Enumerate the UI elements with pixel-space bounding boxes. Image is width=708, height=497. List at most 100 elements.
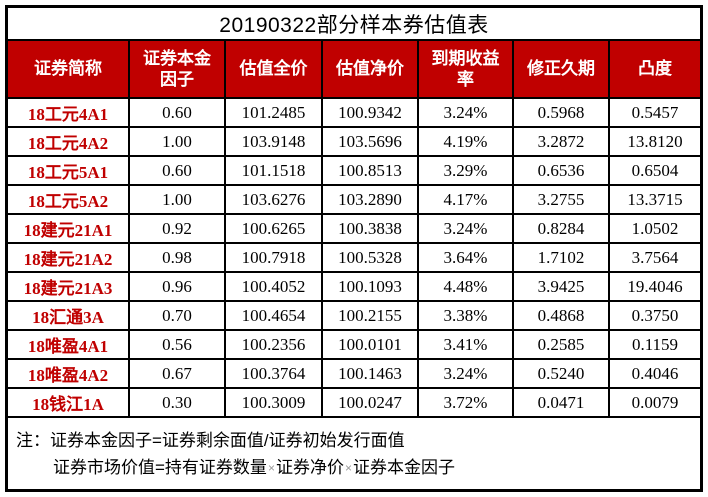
cell-convexity: 0.0079 [631,392,679,412]
cell-duration: 0.0471 [514,389,610,416]
cell-full-price: 100.4052 [226,273,323,300]
footnote-line-1: 注：证券本金因子=证券剩余面值/证券初始发行面值 [16,427,692,454]
cell-full-price: 100.7918 [226,244,323,271]
cell-principal-factor: 0.92 [130,215,226,242]
cell-duration: 0.6536 [514,157,610,184]
table-row: 18建元21A1 0.92 100.6265 100.3838 3.24% 0.… [8,215,700,244]
column-header-full-price: 估值全价 [226,41,323,97]
cell-net-price: 100.3838 [323,215,419,242]
cell-ytm: 3.29% [419,157,514,184]
valuation-table: 20190322部分样本券估值表 证券简称 证券本金因子 估值全价 估值净价 到… [5,5,703,492]
multiply-sign: × [267,461,275,476]
cell-principal-factor: 0.60 [130,157,226,184]
table-row: 18建元21A3 0.96 100.4052 100.1093 4.48% 3.… [8,273,700,302]
table-row: 18钱江1A 0.30 100.3009 100.0247 3.72% 0.04… [8,389,700,418]
cell-full-price: 100.4654 [226,302,323,329]
column-header-net-price: 估值净价 [323,41,419,97]
footnote-formula-2a: 证券市场价值=持有证券数量 [53,458,267,478]
cell-ytm: 3.64% [419,244,514,271]
cell-principal-factor: 0.56 [130,331,226,358]
table-row: 18工元4A2 1.00 103.9148 103.5696 4.19% 3.2… [8,128,700,157]
cell-principal-factor: 0.70 [130,302,226,329]
cell-ytm: 3.38% [419,302,514,329]
cell-ytm: 4.19% [419,128,514,155]
cell-duration: 3.9425 [514,273,610,300]
footnote-formula-2b: 证券净价 [275,458,344,478]
cell-convexity: 3.7564 [631,247,679,267]
table-body: 18工元4A1 0.60 101.2485 100.9342 3.24% 0.5… [8,99,700,418]
multiply-sign: × [344,461,352,476]
cell-principal-factor: 0.96 [130,273,226,300]
cell-duration: 0.8284 [514,215,610,242]
cell-security-name: 18汇通3A [8,302,130,329]
cell-principal-factor: 1.00 [130,128,226,155]
cell-net-price: 100.8513 [323,157,419,184]
cell-security-name: 18钱江1A [8,389,130,416]
cell-convexity: 0.6504 [631,160,679,180]
cell-security-name: 18工元4A1 [8,99,130,126]
cell-ytm: 3.72% [419,389,514,416]
cell-duration: 3.2755 [514,186,610,213]
cell-net-price: 100.0101 [323,331,419,358]
cell-duration: 0.5240 [514,360,610,387]
cell-net-price: 100.1463 [323,360,419,387]
cell-full-price: 103.6276 [226,186,323,213]
cell-security-name: 18唯盈4A1 [8,331,130,358]
cell-security-name: 18工元4A2 [8,128,130,155]
cell-security-name: 18工元5A2 [8,186,130,213]
cell-ytm: 4.48% [419,273,514,300]
cell-net-price: 100.2155 [323,302,419,329]
column-header-duration: 修正久期 [514,41,610,97]
cell-convexity: 13.3715 [627,189,683,209]
cell-duration: 0.5968 [514,99,610,126]
cell-duration: 1.7102 [514,244,610,271]
cell-duration: 3.2872 [514,128,610,155]
column-header-security-name: 证券简称 [8,41,130,97]
cell-full-price: 100.3009 [226,389,323,416]
table-row: 18唯盈4A1 0.56 100.2356 100.0101 3.41% 0.2… [8,331,700,360]
cell-full-price: 100.2356 [226,331,323,358]
cell-full-price: 100.6265 [226,215,323,242]
cell-convexity: 19.4046 [627,276,683,296]
table-row: 18工元5A1 0.60 101.1518 100.8513 3.29% 0.6… [8,157,700,186]
column-header-convexity: 凸度 [610,41,700,97]
cell-principal-factor: 0.67 [130,360,226,387]
cell-net-price: 100.9342 [323,99,419,126]
cell-security-name: 18建元21A3 [8,273,130,300]
cell-net-price: 103.2890 [323,186,419,213]
column-header-principal-factor: 证券本金因子 [130,41,226,97]
cell-ytm: 3.41% [419,331,514,358]
cell-ytm: 4.17% [419,186,514,213]
cell-full-price: 101.1518 [226,157,323,184]
cell-net-price: 100.0247 [323,389,419,416]
cell-ytm: 3.24% [419,215,514,242]
cell-net-price: 100.5328 [323,244,419,271]
footnote-formula-2c: 证券本金因子 [352,458,455,478]
cell-full-price: 101.2485 [226,99,323,126]
cell-principal-factor: 0.98 [130,244,226,271]
cell-duration: 0.2585 [514,331,610,358]
table-header-row: 证券简称 证券本金因子 估值全价 估值净价 到期收益率 修正久期 凸度 [8,41,700,99]
footnote-formula-1: 证券本金因子=证券剩余面值/证券初始发行面值 [50,431,405,450]
cell-net-price: 103.5696 [323,128,419,155]
cell-security-name: 18建元21A1 [8,215,130,242]
table-row: 18建元21A2 0.98 100.7918 100.5328 3.64% 1.… [8,244,700,273]
table-footnote: 注：证券本金因子=证券剩余面值/证券初始发行面值 证券市场价值=持有证券数量×证… [8,418,700,481]
cell-ytm: 3.24% [419,99,514,126]
cell-ytm: 3.24% [419,360,514,387]
table-row: 18唯盈4A2 0.67 100.3764 100.1463 3.24% 0.5… [8,360,700,389]
cell-security-name: 18唯盈4A2 [8,360,130,387]
cell-convexity: 0.1159 [631,334,679,354]
table-row: 18汇通3A 0.70 100.4654 100.2155 3.38% 0.48… [8,302,700,331]
cell-duration: 0.4868 [514,302,610,329]
footnote-prefix: 注： [16,431,50,450]
cell-convexity: 13.8120 [627,131,683,151]
footnote-line-2: 证券市场价值=持有证券数量×证券净价×证券本金因子 [16,454,692,481]
cell-net-price: 100.1093 [323,273,419,300]
table-row: 18工元5A2 1.00 103.6276 103.2890 4.17% 3.2… [8,186,700,215]
cell-full-price: 103.9148 [226,128,323,155]
cell-principal-factor: 0.30 [130,389,226,416]
cell-convexity: 0.5457 [631,102,679,122]
cell-principal-factor: 0.60 [130,99,226,126]
cell-full-price: 100.3764 [226,360,323,387]
